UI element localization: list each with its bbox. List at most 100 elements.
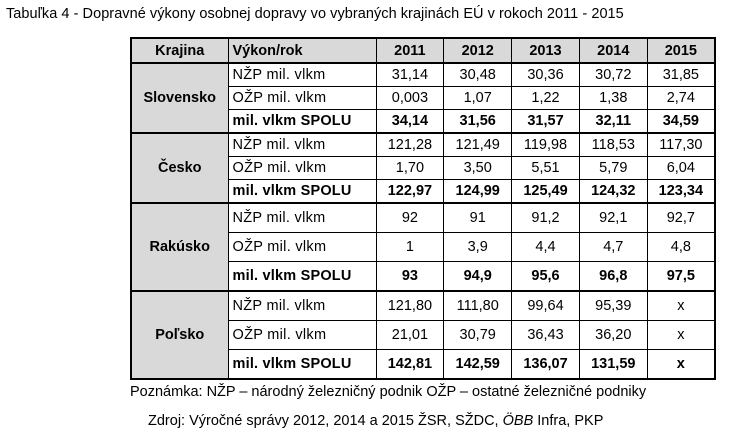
table-row: OŽP mil. vlkm 21,01 30,79 36,43 36,20 x	[131, 320, 716, 350]
value-cell: x	[646, 290, 716, 321]
value-cell: 117,30	[646, 132, 716, 157]
table-source: Zdroj: Výročné správy 2012, 2014 a 2015 …	[148, 413, 603, 429]
metric-cell: OŽP mil. vlkm	[227, 86, 377, 110]
value-cell: 5,51	[511, 156, 580, 180]
value-cell: 5,79	[578, 156, 648, 180]
value-cell: 91	[443, 202, 513, 233]
table-row: OŽP mil. vlkm 0,003 1,07 1,22 1,38 2,74	[131, 86, 716, 110]
value-cell: 30,36	[511, 62, 580, 87]
value-cell: 93	[375, 261, 445, 292]
value-cell: 31,14	[375, 62, 445, 87]
value-cell: 121,49	[443, 132, 513, 157]
value-cell: 36,20	[578, 320, 648, 350]
value-cell: 118,53	[578, 132, 648, 157]
country-cell: Slovensko	[130, 62, 229, 134]
value-cell: 34,14	[375, 109, 445, 134]
value-cell: 119,98	[511, 132, 580, 157]
total-row: mil. vlkm SPOLU 122,97 124,99 125,49 124,32 1…	[131, 179, 716, 204]
value-cell: 92	[375, 202, 445, 233]
table-row: Poľsko NŽP mil. vlkm 121,80 111,80 99,64 95,3…	[130, 290, 716, 380]
value-cell: 131,59	[578, 349, 648, 380]
table-caption: Tabuľka 4 - Dopravné výkony osobnej dopr…	[6, 6, 624, 22]
value-cell: 142,59	[443, 349, 513, 380]
metric-cell: mil. vlkm SPOLU	[227, 349, 377, 380]
value-cell: 31,56	[443, 109, 513, 134]
header-country: Krajina	[130, 37, 229, 64]
table-row: OŽP mil. vlkm 1 3,9 4,4 4,7 4,8	[131, 232, 716, 262]
value-cell: 94,9	[443, 261, 513, 292]
value-cell: 36,43	[511, 320, 580, 350]
value-cell: 124,99	[443, 179, 513, 204]
value-cell: 136,07	[511, 349, 580, 380]
table-row: Česko NŽP mil. vlkm 121,28 121,49 119,98 118,…	[130, 132, 716, 204]
header-year: 2013	[511, 37, 580, 64]
metric-cell: mil. vlkm SPOLU	[227, 261, 377, 292]
value-cell: 30,48	[443, 62, 513, 87]
header-year: 2015	[646, 37, 716, 64]
value-cell: 2,74	[646, 86, 716, 110]
value-cell: 95,39	[578, 290, 648, 321]
value-cell: 91,2	[511, 202, 580, 233]
value-cell: 125,49	[511, 179, 580, 204]
total-row: mil. vlkm SPOLU 34,14 31,56 31,57 32,11 34,59	[131, 109, 716, 134]
total-row: mil. vlkm SPOLU 142,81 142,59 136,07 131,59 x	[131, 349, 716, 380]
source-italic: ÖBB	[502, 413, 534, 429]
metric-cell: OŽP mil. vlkm	[227, 232, 377, 262]
table-row: Rakúsko NŽP mil. vlkm 92 91 91,2 92,1 92,7	[130, 202, 716, 292]
value-cell: 124,32	[578, 179, 648, 204]
value-cell: 32,11	[578, 109, 648, 134]
header-year: 2014	[578, 37, 648, 64]
source-text: Zdroj: Výročné správy 2012, 2014 a 2015 …	[148, 413, 503, 429]
value-cell: 1,70	[375, 156, 445, 180]
metric-cell: NŽP mil. vlkm	[227, 132, 377, 157]
value-cell: 1,07	[443, 86, 513, 110]
value-cell: 31,57	[511, 109, 580, 134]
value-cell: 121,80	[375, 290, 445, 321]
value-cell: 142,81	[375, 349, 445, 380]
value-cell: 31,85	[646, 62, 716, 87]
value-cell: 3,9	[443, 232, 513, 262]
value-cell: x	[646, 320, 716, 350]
value-cell: 92,7	[646, 202, 716, 233]
value-cell: 95,6	[511, 261, 580, 292]
value-cell: 99,64	[511, 290, 580, 321]
value-cell: x	[646, 349, 716, 380]
value-cell: 4,7	[578, 232, 648, 262]
table-row: Slovensko NŽP mil. vlkm 31,14 30,48 30,36 30,…	[130, 62, 716, 134]
metric-cell: NŽP mil. vlkm	[227, 202, 377, 233]
table-body: Slovensko NŽP mil. vlkm 31,14 30,48 30,36 30,…	[130, 62, 716, 380]
metric-cell: mil. vlkm SPOLU	[227, 179, 377, 204]
value-cell: 1	[375, 232, 445, 262]
header-metric: Výkon/rok	[227, 37, 377, 64]
metric-cell: mil. vlkm SPOLU	[227, 109, 377, 134]
value-cell: 111,80	[443, 290, 513, 321]
value-cell: 96,8	[578, 261, 648, 292]
value-cell: 92,1	[578, 202, 648, 233]
value-cell: 122,97	[375, 179, 445, 204]
source-text-end: Infra, PKP	[533, 413, 604, 429]
header-year: 2011	[375, 37, 445, 64]
value-cell: 34,59	[646, 109, 716, 134]
transport-performance-table: Krajina Výkon/rok 2011 2012 2013 2014 20…	[130, 37, 716, 380]
value-cell: 123,34	[646, 179, 716, 204]
value-cell: 97,5	[646, 261, 716, 292]
value-cell: 121,28	[375, 132, 445, 157]
value-cell: 6,04	[646, 156, 716, 180]
value-cell: 0,003	[375, 86, 445, 110]
header-year: 2012	[443, 37, 513, 64]
header-row: Krajina Výkon/rok 2011 2012 2013 2014 20…	[130, 37, 716, 64]
table-row: OŽP mil. vlkm 1,70 3,50 5,51 5,79 6,04	[131, 156, 716, 180]
country-cell: Rakúsko	[130, 202, 229, 292]
value-cell: 3,50	[443, 156, 513, 180]
value-cell: 4,8	[646, 232, 716, 262]
value-cell: 1,22	[511, 86, 580, 110]
metric-cell: NŽP mil. vlkm	[227, 290, 377, 321]
metric-cell: OŽP mil. vlkm	[227, 156, 377, 180]
metric-cell: NŽP mil. vlkm	[227, 62, 377, 87]
country-cell: Česko	[130, 132, 229, 204]
value-cell: 30,72	[578, 62, 648, 87]
value-cell: 1,38	[578, 86, 648, 110]
total-row: mil. vlkm SPOLU 93 94,9 95,6 96,8 97,5	[131, 261, 716, 292]
country-cell: Poľsko	[130, 290, 229, 380]
table-note: Poznámka: NŽP – národný železničný podni…	[130, 384, 647, 400]
